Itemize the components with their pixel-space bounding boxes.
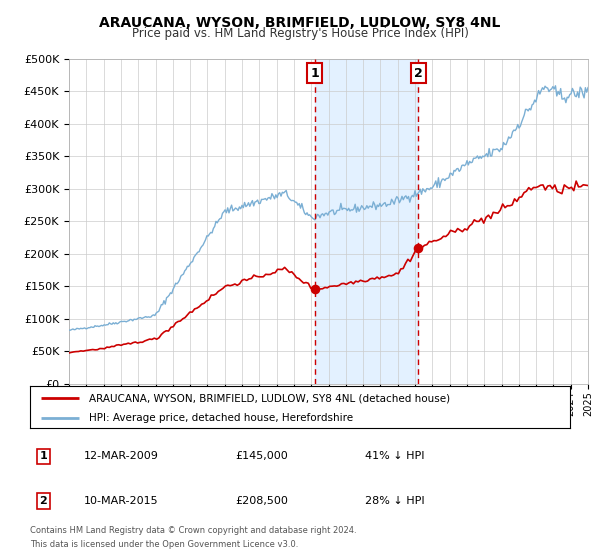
Text: 2: 2	[40, 496, 47, 506]
Bar	[314, 59, 418, 384]
Text: 10-MAR-2015: 10-MAR-2015	[84, 496, 158, 506]
Text: 41% ↓ HPI: 41% ↓ HPI	[365, 451, 424, 461]
Text: Price paid vs. HM Land Registry's House Price Index (HPI): Price paid vs. HM Land Registry's House …	[131, 27, 469, 40]
Text: £208,500: £208,500	[235, 496, 288, 506]
Text: This data is licensed under the Open Government Licence v3.0.: This data is licensed under the Open Gov…	[30, 540, 298, 549]
Text: 1: 1	[310, 67, 319, 80]
Text: ARAUCANA, WYSON, BRIMFIELD, LUDLOW, SY8 4NL (detached house): ARAUCANA, WYSON, BRIMFIELD, LUDLOW, SY8 …	[89, 393, 451, 403]
Point	[413, 244, 423, 253]
Text: 1: 1	[40, 451, 47, 461]
Text: 28% ↓ HPI: 28% ↓ HPI	[365, 496, 424, 506]
Text: £145,000: £145,000	[235, 451, 288, 461]
Text: 12-MAR-2009: 12-MAR-2009	[84, 451, 159, 461]
Text: HPI: Average price, detached house, Herefordshire: HPI: Average price, detached house, Here…	[89, 413, 353, 423]
Text: ARAUCANA, WYSON, BRIMFIELD, LUDLOW, SY8 4NL: ARAUCANA, WYSON, BRIMFIELD, LUDLOW, SY8 …	[100, 16, 500, 30]
Text: Contains HM Land Registry data © Crown copyright and database right 2024.: Contains HM Land Registry data © Crown c…	[30, 526, 356, 535]
Text: 2: 2	[414, 67, 423, 80]
Point	[310, 285, 319, 294]
